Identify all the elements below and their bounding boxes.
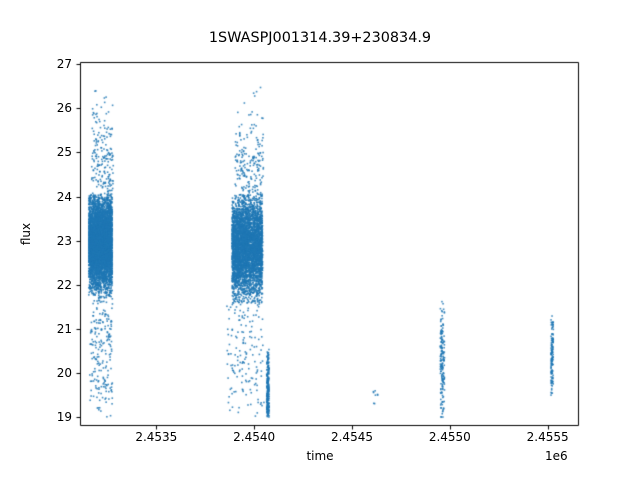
y-tick-label: 24 <box>56 189 72 204</box>
chart-title: 1SWASPJ001314.39+230834.9 <box>208 30 432 46</box>
y-tick-label: 26 <box>56 101 72 116</box>
y-tick-label: 27 <box>56 57 72 72</box>
x-axis-label: time <box>306 449 334 463</box>
y-axis-label: flux <box>19 222 33 246</box>
y-tick-label: 19 <box>56 410 72 425</box>
x-axis-offset-text: 1e6 <box>545 449 568 463</box>
x-tick-label: 2.4555 <box>526 430 569 444</box>
x-tick-label: 2.4535 <box>135 430 178 444</box>
y-tick-label: 25 <box>56 145 72 160</box>
y-tick-label: 23 <box>56 233 72 248</box>
x-tick-label: 2.4545 <box>330 430 373 444</box>
x-tick-label: 2.4550 <box>428 430 471 444</box>
y-tick-label: 20 <box>56 365 72 380</box>
y-tick-label: 21 <box>56 321 72 336</box>
x-tick-label: 2.4540 <box>233 430 276 444</box>
y-tick-label: 22 <box>56 277 72 292</box>
